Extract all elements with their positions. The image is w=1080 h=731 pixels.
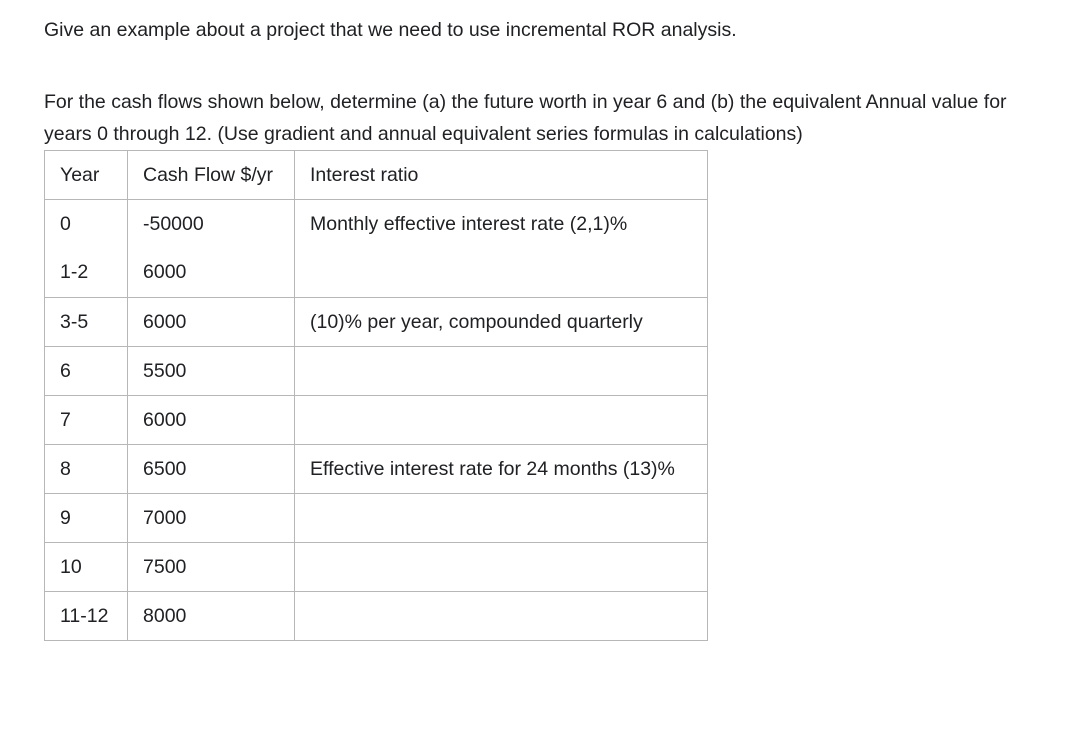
year-value: 0	[60, 213, 71, 235]
instruction-line-2: years 0 through 12. (Use gradient and an…	[44, 123, 803, 145]
instruction-text: For the cash flows shown below, determin…	[44, 86, 1007, 150]
year-value: 1-2	[60, 261, 89, 283]
year-value: 8	[60, 458, 71, 480]
interest-cell: Effective interest rate for 24 months (1…	[294, 444, 708, 494]
table-row: 11-12 8000	[44, 591, 708, 641]
interest-cell	[294, 493, 708, 543]
cashflow-cell: 6000	[127, 297, 295, 347]
year-cell: 8	[44, 444, 128, 494]
cashflow-value: 6000	[143, 311, 187, 333]
interest-value: Monthly effective interest rate (2,1)%	[310, 213, 628, 235]
cashflow-value: 5500	[143, 360, 187, 382]
cashflow-value: 6000	[143, 261, 187, 283]
interest-cell	[294, 346, 708, 396]
table-row: 6 5500	[44, 346, 708, 396]
cashflow-cell: 5500	[127, 346, 295, 396]
question-text: Give an example about a project that we …	[44, 19, 737, 41]
cashflow-cell: 6000	[127, 395, 295, 445]
cashflow-value: -50000	[143, 213, 204, 235]
table-row: 3-5 6000 (10)% per year, compounded quar…	[44, 297, 708, 347]
cashflow-cell: 7500	[127, 542, 295, 592]
table-row: 0 1-2 -50000 6000 Monthly effective inte…	[44, 199, 708, 298]
year-cell: 3-5	[44, 297, 128, 347]
column-header-year: Year	[44, 150, 128, 200]
table-header-row: Year Cash Flow $/yr Interest ratio	[44, 150, 708, 200]
table-row: 10 7500	[44, 542, 708, 592]
year-value: 7	[60, 409, 71, 431]
cashflow-value: 6000	[143, 409, 187, 431]
cashflow-value: 7000	[143, 507, 187, 529]
year-value: 6	[60, 360, 71, 382]
interest-cell	[294, 542, 708, 592]
year-cell: 7	[44, 395, 128, 445]
cashflow-cell: 7000	[127, 493, 295, 543]
interest-cell: Monthly effective interest rate (2,1)%	[294, 199, 708, 298]
table-row: 9 7000	[44, 493, 708, 543]
interest-value: Effective interest rate for 24 months (1…	[310, 458, 675, 480]
year-cell: 0 1-2	[44, 199, 128, 298]
cashflow-value: 6500	[143, 458, 187, 480]
cashflow-cell: -50000 6000	[127, 199, 295, 298]
interest-cell	[294, 591, 708, 641]
year-value: 3-5	[60, 311, 89, 333]
year-cell: 9	[44, 493, 128, 543]
year-cell: 11-12	[44, 591, 128, 641]
column-header-cashflow: Cash Flow $/yr	[127, 150, 295, 200]
instruction-line-1: For the cash flows shown below, determin…	[44, 91, 1007, 113]
cashflow-value: 7500	[143, 556, 187, 578]
cashflow-value: 8000	[143, 605, 187, 627]
cashflow-cell: 6500	[127, 444, 295, 494]
table-row: 8 6500 Effective interest rate for 24 mo…	[44, 444, 708, 494]
year-value: 9	[60, 507, 71, 529]
table-row: 7 6000	[44, 395, 708, 445]
cashflow-cell: 8000	[127, 591, 295, 641]
column-header-interest: Interest ratio	[294, 150, 708, 200]
year-value: 11-12	[60, 605, 109, 627]
cashflow-table: Year Cash Flow $/yr Interest ratio 0 1-2…	[44, 150, 708, 641]
year-value: 10	[60, 556, 82, 578]
interest-value: (10)% per year, compounded quarterly	[310, 311, 643, 333]
year-cell: 10	[44, 542, 128, 592]
year-cell: 6	[44, 346, 128, 396]
interest-cell	[294, 395, 708, 445]
interest-cell: (10)% per year, compounded quarterly	[294, 297, 708, 347]
